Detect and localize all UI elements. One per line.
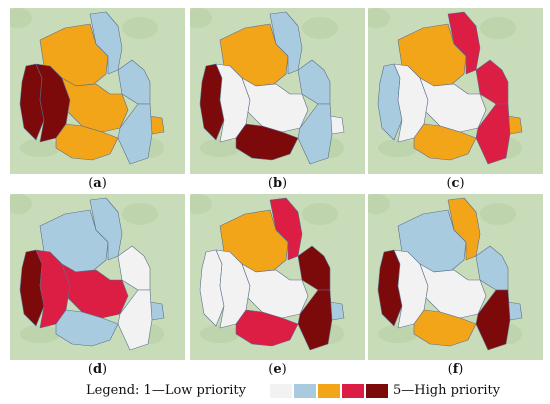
map-panel-c: [368, 8, 543, 174]
caption-a: (a): [88, 176, 107, 191]
legend-swatch-1: [270, 384, 292, 398]
caption-b-label: b: [272, 176, 283, 191]
region-southeast: [297, 103, 333, 165]
terrain-patch: [302, 203, 338, 225]
caption-f-label: f: [452, 362, 459, 377]
region-southeast: [475, 289, 511, 351]
legend-swatch-5: [366, 384, 388, 398]
region-northeast: [297, 245, 331, 291]
map-c-svg: [368, 8, 543, 174]
legend: Legend: 1—Low priority 5—High priority: [0, 380, 550, 402]
map-a-svg: [10, 8, 185, 174]
region-center: [241, 77, 309, 133]
region-northeast: [117, 245, 151, 291]
legend-swatch-3: [318, 384, 340, 398]
terrain-patch: [122, 203, 158, 225]
region-south-center: [55, 123, 119, 161]
region-south-center: [413, 309, 477, 347]
map-panel-a: [10, 8, 185, 174]
terrain-patch: [190, 8, 212, 28]
terrain-patch: [480, 17, 516, 39]
terrain-patch: [302, 17, 338, 39]
terrain-patch: [190, 194, 212, 214]
caption-d: (d): [87, 362, 108, 377]
map-panel-d: [10, 194, 185, 360]
region-northeast: [117, 59, 151, 105]
terrain-patch: [200, 325, 240, 343]
region-center: [419, 263, 487, 319]
caption-f: (f): [447, 362, 464, 377]
region-south-center: [55, 309, 119, 347]
caption-b: (b): [267, 176, 288, 191]
terrain-patch: [368, 8, 390, 28]
region-northeast: [475, 59, 509, 105]
terrain-patch: [480, 203, 516, 225]
terrain-patch: [10, 8, 32, 28]
map-panel-f: [368, 194, 543, 360]
map-b-svg: [190, 8, 365, 174]
map-d-svg: [10, 194, 185, 360]
legend-low-label: Legend: 1—Low priority: [86, 383, 246, 398]
terrain-patch: [10, 194, 32, 214]
caption-e: (e): [268, 362, 287, 377]
region-southeast: [117, 103, 153, 165]
terrain-patch: [378, 325, 418, 343]
caption-d-label: d: [92, 362, 103, 377]
terrain-patch: [20, 325, 60, 343]
terrain-patch: [122, 17, 158, 39]
region-south-center: [413, 123, 477, 161]
region-northeast: [297, 59, 331, 105]
caption-e-label: e: [273, 362, 282, 377]
region-center: [419, 77, 487, 133]
region-northeast: [475, 245, 509, 291]
legend-swatch-2: [294, 384, 316, 398]
terrain-patch: [200, 139, 240, 157]
region-center: [61, 77, 129, 133]
terrain-patch: [368, 194, 390, 214]
caption-a-label: a: [93, 176, 102, 191]
map-panel-e: [190, 194, 365, 360]
region-southeast: [475, 103, 511, 165]
region-southeast: [297, 289, 333, 351]
region-south-center: [235, 123, 299, 161]
map-e-svg: [190, 194, 365, 360]
region-southeast: [117, 289, 153, 351]
map-f-svg: [368, 194, 543, 360]
map-panel-b: [190, 8, 365, 174]
caption-c-label: c: [451, 176, 460, 191]
terrain-patch: [20, 139, 60, 157]
region-center: [241, 263, 309, 319]
caption-c: (c): [446, 176, 465, 191]
region-south-center: [235, 309, 299, 347]
legend-swatch-4: [342, 384, 364, 398]
region-center: [61, 263, 129, 319]
terrain-patch: [378, 139, 418, 157]
legend-high-label: 5—High priority: [393, 383, 501, 398]
